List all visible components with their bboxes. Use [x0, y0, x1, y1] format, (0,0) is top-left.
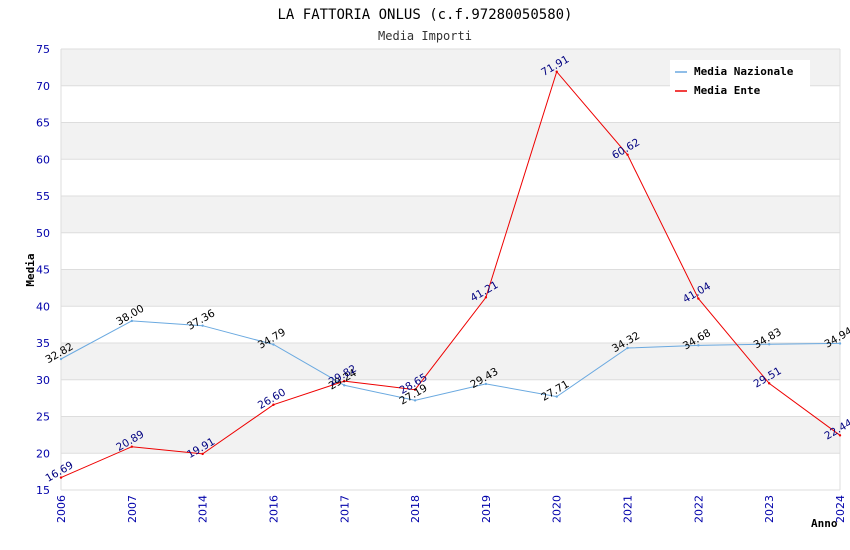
grid-band [61, 122, 840, 160]
x-tick-label: 2023 [763, 495, 776, 523]
data-point [697, 344, 700, 347]
x-tick-label: 2024 [834, 495, 847, 523]
y-tick-label: 35 [36, 337, 50, 350]
data-point [626, 153, 629, 156]
x-tick-label: 2018 [409, 495, 422, 523]
x-tick-label: 2007 [126, 495, 139, 523]
data-label: 26.60 [256, 386, 288, 411]
data-point [838, 342, 842, 345]
grid-band [61, 343, 840, 380]
y-tick-label: 20 [36, 447, 50, 460]
grid-band [61, 416, 840, 454]
data-point [413, 388, 417, 391]
grid-band [61, 196, 840, 233]
data-point [626, 346, 629, 350]
data-point [555, 70, 558, 73]
chart-subtitle: Media Importi [378, 29, 472, 43]
data-label: 27.71 [539, 378, 571, 403]
data-point [59, 476, 63, 479]
grid-lines [60, 48, 841, 491]
y-tick-label: 75 [36, 43, 50, 56]
data-point [272, 343, 275, 346]
grid-band [61, 269, 840, 307]
x-tick-label: 2014 [197, 495, 210, 523]
data-label: 16.69 [43, 459, 75, 484]
legend: Media Nazionale Media Ente [670, 60, 810, 102]
data-point [413, 399, 417, 402]
data-point [697, 297, 700, 300]
data-point [838, 434, 842, 437]
legend-label-media-ente: Media Ente [694, 84, 761, 97]
x-tick-label: 2017 [338, 495, 351, 523]
data-point [767, 382, 771, 385]
x-tick-label: 2021 [622, 495, 635, 523]
data-label: 37.36 [185, 307, 217, 333]
y-tick-label: 60 [36, 153, 50, 166]
y-tick-label: 65 [36, 117, 50, 130]
y-tick-label: 40 [36, 300, 50, 313]
data-point [343, 379, 346, 383]
data-point [201, 324, 204, 327]
data-point [130, 319, 134, 323]
x-tick-label: 2020 [551, 495, 564, 523]
y-tick-label: 50 [36, 227, 50, 240]
x-tick-label: 2006 [55, 495, 68, 523]
x-tick-labels: 2006 2007 2014 2016 2017 2018 2019 2020 2021 2022… [55, 495, 847, 523]
y-tick-label: 45 [36, 264, 50, 277]
series-lines [59, 70, 842, 479]
x-axis-label: Anno [811, 517, 838, 530]
series-line-media-nazionale [60, 320, 841, 401]
y-tick-label: 30 [36, 374, 50, 387]
y-axis-label: Media [24, 253, 37, 286]
y-tick-label: 25 [36, 411, 50, 424]
data-point [555, 395, 558, 398]
y-tick-labels: 15 20 25 30 35 40 45 50 55 60 65 70 75 [36, 43, 50, 497]
data-point [343, 384, 346, 387]
data-point [484, 296, 488, 299]
data-point [767, 343, 771, 346]
x-tick-label: 2016 [267, 495, 280, 523]
chart-title: LA FATTORIA ONLUS (c.f.97280050580) [277, 7, 572, 23]
series-line-media-ente [60, 70, 841, 479]
y-tick-label: 55 [36, 190, 50, 203]
y-tick-label: 15 [36, 484, 50, 497]
y-tick-label: 70 [36, 80, 50, 93]
data-point [59, 357, 63, 361]
legend-label-media-nazionale: Media Nazionale [694, 65, 794, 78]
data-point [272, 403, 275, 406]
x-tick-label: 2022 [692, 495, 705, 523]
data-point [484, 382, 488, 386]
data-point [201, 452, 204, 456]
x-tick-label: 2019 [480, 495, 493, 523]
legend-box [670, 60, 810, 102]
data-point [130, 445, 134, 448]
